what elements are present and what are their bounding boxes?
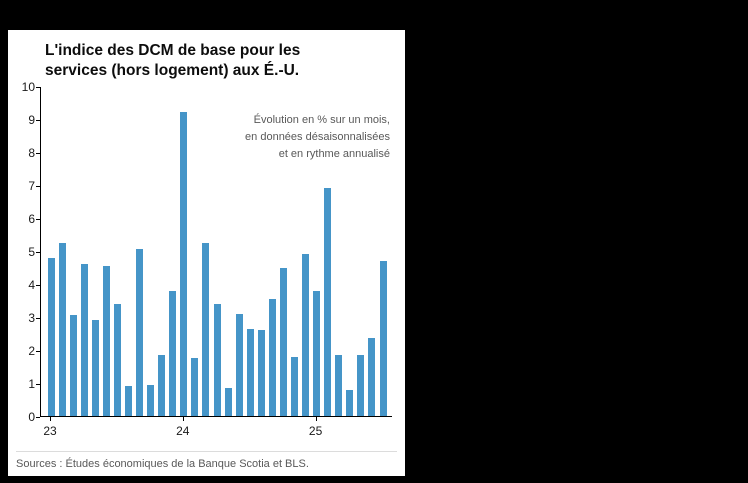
bar (246, 328, 254, 416)
y-axis-labels: 0 1 2 3 4 5 6 7 8 9 10 (8, 80, 35, 424)
chart-title: L'indice des DCM de base pour les servic… (45, 42, 301, 80)
bar (136, 249, 144, 416)
bar (80, 264, 88, 416)
x-tick-mark (50, 417, 51, 421)
x-tick-mark (182, 417, 184, 421)
y-tick-label: 5 (28, 245, 35, 259)
y-tick-mark (36, 119, 40, 121)
y-tick-label: 4 (28, 278, 35, 292)
x-tick-mark (315, 417, 317, 421)
bar (113, 303, 121, 416)
chart-panel: L'indice des DCM de base pour les servic… (8, 30, 405, 476)
source-note: Sources : Études économiques de la Banqu… (16, 451, 397, 470)
bar (335, 354, 343, 416)
y-tick-mark (36, 218, 40, 220)
y-tick-mark (36, 317, 40, 319)
bar (191, 358, 199, 416)
y-tick-mark (36, 416, 40, 418)
bar (202, 242, 210, 416)
y-tick-label: 9 (28, 113, 35, 127)
bar (257, 330, 265, 416)
y-tick-mark (36, 185, 40, 187)
y-tick-mark (36, 383, 40, 385)
bar (346, 389, 354, 416)
y-tick-label: 8 (28, 146, 35, 160)
chart-annotation: Évolution en % sur un mois, en données d… (245, 114, 390, 161)
bar (213, 303, 221, 416)
y-tick-label: 3 (28, 311, 35, 325)
y-tick-label: 6 (28, 212, 35, 226)
bar (324, 188, 332, 416)
bar (279, 267, 287, 416)
bar (235, 313, 243, 416)
bar (102, 265, 110, 416)
x-tick-label: 25 (308, 424, 323, 438)
y-tick-mark (36, 86, 40, 88)
x-tick-label: 23 (43, 424, 57, 438)
y-tick-mark (36, 284, 40, 286)
plot-area (40, 87, 392, 417)
y-tick-label: 10 (21, 80, 35, 94)
y-tick-label: 1 (28, 377, 35, 391)
bar (124, 386, 132, 416)
bar (158, 354, 166, 416)
x-tick-label: 24 (176, 424, 190, 438)
bar (147, 384, 155, 416)
bar (58, 242, 66, 416)
y-tick-label: 7 (28, 179, 35, 193)
bar (169, 290, 177, 416)
bar (357, 354, 365, 416)
y-tick-mark (36, 350, 40, 352)
y-tick-label: 2 (28, 344, 35, 358)
bar (47, 257, 55, 416)
bar (268, 298, 276, 416)
bar (69, 315, 77, 416)
y-tick-mark (36, 251, 40, 253)
bar (368, 338, 376, 416)
bar (313, 290, 321, 416)
y-tick-label: 0 (28, 410, 35, 424)
bar (180, 112, 188, 416)
bar (224, 387, 232, 416)
bar (302, 254, 310, 416)
y-tick-mark (36, 152, 40, 154)
bar (290, 356, 298, 416)
bar (91, 320, 99, 416)
bar (379, 260, 387, 416)
